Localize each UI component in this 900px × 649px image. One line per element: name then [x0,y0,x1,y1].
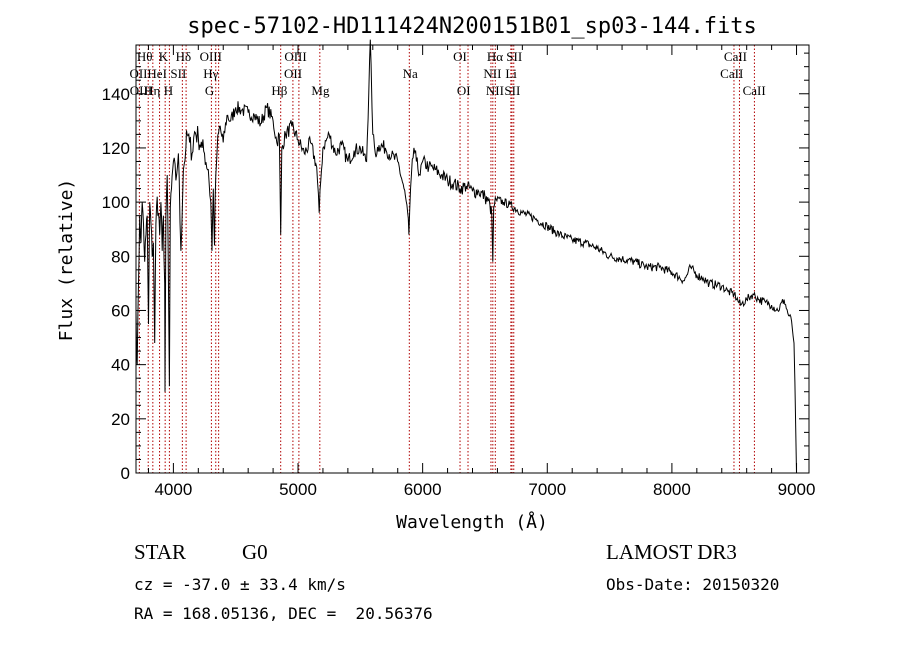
x-tick-label-4: 8000 [653,480,691,499]
line-label-7: SII [506,49,522,64]
plot-frame [135,44,810,474]
redshift-text: cz = -37.0 ± 33.4 km/s [134,575,346,594]
line-label-27: CaII [743,83,766,98]
line-label-2: Hδ [176,49,192,64]
line-label-22: Hβ [271,83,287,98]
flux-series-line [135,39,797,474]
line-label-6: Hα [487,49,503,64]
line-label-26: SII [504,83,520,98]
y-tick-label-0: 0 [121,464,130,483]
line-label-23: Mg [311,83,330,98]
line-label-21: G [205,83,214,98]
line-label-9: OII [129,66,147,81]
line-label-4: OIII [284,49,306,64]
y-tick-label-1: 20 [111,410,130,429]
obs-date: Obs-Date: 20150320 [606,575,780,594]
chart-title: spec-57102-HD111424N200151B01_sp03-144.f… [187,14,757,39]
x-tick-label-1: 5000 [279,480,317,499]
y-axis-ticks: 0 20 40 60 80 100 120 140 [102,52,809,483]
line-label-5: OI [453,49,467,64]
coordinates: RA = 168.05136, DEC = 20.56376 [134,604,433,623]
x-axis-ticks: 4000 5000 6000 7000 8000 9000 [147,45,816,499]
line-label-16: Li [505,66,517,81]
line-label-1: K [159,49,169,64]
x-tick-label-3: 7000 [528,480,566,499]
line-label-12: Hγ [203,66,218,81]
line-label-20: H [164,83,173,98]
line-label-3: OIII [200,49,222,64]
line-label-18: OIII [130,83,152,98]
line-label-0: Hθ [137,49,153,64]
x-tick-label-5: 9000 [778,480,816,499]
line-label-25: NII [486,83,504,98]
line-label-8: CaII [724,49,747,64]
line-label-11: SII [170,66,186,81]
line-label-24: OI [457,83,471,98]
object-class: STAR [134,540,186,564]
line-label-10: HeI [147,66,167,81]
x-axis-label: Wavelength (Å) [396,511,548,533]
line-label-19: Hη [144,83,160,98]
x-tick-label-2: 6000 [404,480,442,499]
x-tick-label-0: 4000 [154,480,192,499]
spectral-line-markers [138,45,755,473]
y-axis-label: Flux (relative) [56,179,77,342]
line-label-15: NII [483,66,501,81]
y-tick-label-2: 40 [111,356,130,375]
y-tick-label-5: 100 [102,193,130,212]
line-label-13: OII [284,66,302,81]
survey-name: LAMOST DR3 [606,540,737,564]
y-tick-label-4: 80 [111,247,130,266]
line-label-17: CaII [720,66,743,81]
y-tick-label-7: 140 [102,85,130,104]
object-subclass: G0 [242,540,268,564]
line-label-14: Na [403,66,418,81]
y-tick-label-6: 120 [102,139,130,158]
y-tick-label-3: 60 [111,301,130,320]
